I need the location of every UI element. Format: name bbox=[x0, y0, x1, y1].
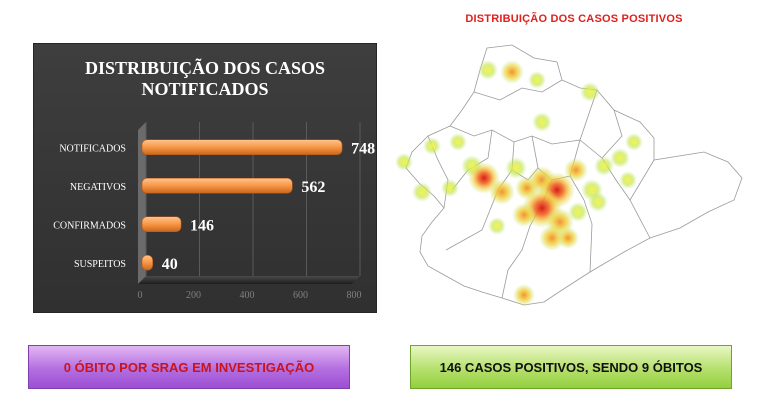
x-tick-label: 600 bbox=[293, 290, 308, 301]
bar-notificados bbox=[141, 139, 343, 156]
chart-title: DISTRIBUIÇÃO DOS CASOS NOTIFICADOS bbox=[84, 58, 326, 99]
category-label: CONFIRMADOS bbox=[53, 220, 126, 231]
x-tick-label: 400 bbox=[240, 290, 255, 301]
value-label: 562 bbox=[301, 179, 325, 196]
bar-suspeitos bbox=[141, 254, 153, 271]
x-tick-label: 800 bbox=[347, 290, 362, 301]
bar-negativos bbox=[141, 177, 293, 194]
bar-chart-panel: 0 200 400 600 800 NOTIFICADOS 748 NEGATIVOS 562… bbox=[34, 44, 376, 312]
category-label: SUSPEITOS bbox=[74, 259, 126, 270]
srag-investigation-banner: 0 ÓBITO POR SRAG EM INVESTIGAÇÃO bbox=[28, 345, 350, 389]
heatmap-map bbox=[395, 44, 743, 306]
heat-spots bbox=[395, 60, 643, 306]
map-title: DISTRIBUIÇÃO DOS CASOS POSITIVOS bbox=[465, 13, 683, 25]
value-label: 40 bbox=[162, 256, 178, 273]
category-label: NOTIFICADOS bbox=[59, 143, 126, 154]
bar-chart: 0 200 400 600 800 NOTIFICADOS 748 NEGATIVOS 562… bbox=[53, 122, 375, 301]
chart-side-wall bbox=[138, 122, 146, 284]
x-tick-label: 0 bbox=[138, 290, 143, 301]
positive-cases-banner: 146 CASOS POSITIVOS, SENDO 9 ÓBITOS bbox=[410, 345, 732, 389]
category-label: NEGATIVOS bbox=[70, 182, 126, 193]
bar-confirmados bbox=[141, 216, 182, 233]
value-label: 146 bbox=[190, 217, 214, 234]
chart-floor bbox=[138, 276, 360, 284]
value-label: 748 bbox=[351, 140, 375, 157]
x-tick-label: 200 bbox=[186, 290, 201, 301]
